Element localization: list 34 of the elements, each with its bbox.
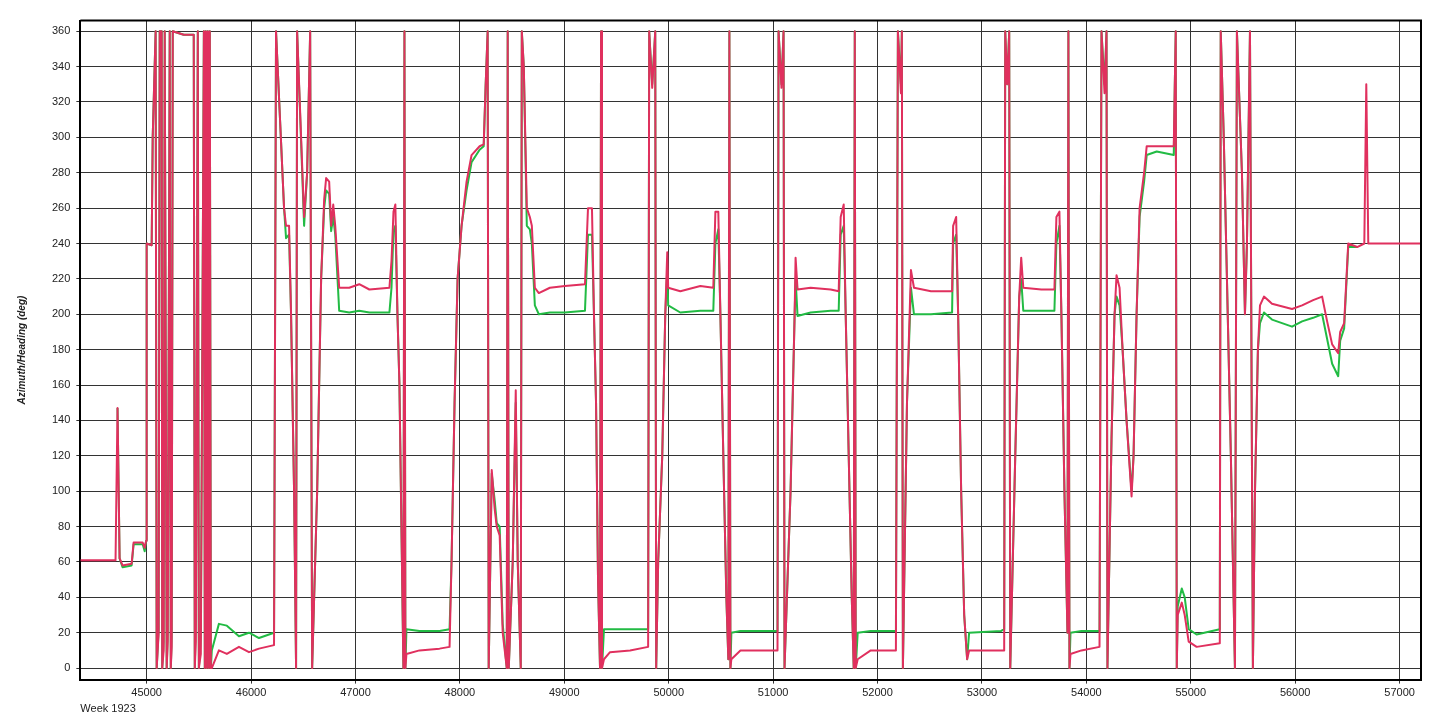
- y-tick-label: 260: [51, 201, 71, 214]
- y-tick-label: 40: [58, 590, 71, 603]
- y-tick-label: 140: [51, 413, 71, 426]
- y-tick-label: 0: [64, 661, 71, 674]
- x-tick-label: 56000: [1279, 686, 1311, 699]
- y-tick-label: 120: [51, 448, 71, 461]
- y-tick-label: 360: [51, 24, 71, 37]
- y-tick-label: 340: [51, 59, 71, 72]
- x-tick-label: 50000: [653, 686, 685, 699]
- x-tick-label: 47000: [340, 686, 371, 699]
- x-tick-label: 57000: [1384, 686, 1415, 699]
- y-tick-label: 280: [51, 165, 71, 178]
- y-tick-label: 100: [51, 484, 71, 497]
- x-tick-label: 48000: [444, 686, 476, 699]
- y-tick-label: 160: [51, 378, 71, 391]
- y-tick-label: 220: [51, 271, 71, 284]
- x-tick-label: 52000: [862, 686, 893, 699]
- x-tick-label: 55000: [1175, 686, 1207, 699]
- y-tick-label: 20: [58, 625, 71, 638]
- y-axis-title: Azimuth/Heading (deg): [15, 294, 27, 406]
- x-axis-title: Week 1923: [80, 702, 136, 715]
- x-tick-label: 46000: [235, 686, 267, 699]
- y-tick-label: 200: [51, 307, 71, 320]
- y-tick-label: 80: [58, 519, 71, 532]
- x-tick-label: 54000: [1071, 686, 1102, 699]
- y-tick-label: 300: [51, 130, 71, 143]
- y-tick-label: 60: [58, 554, 71, 567]
- x-tick-label: 49000: [549, 686, 580, 699]
- y-tick-label: 180: [51, 342, 71, 355]
- x-tick-label: 51000: [757, 686, 789, 699]
- y-tick-label: 240: [51, 236, 71, 249]
- x-tick-label: 53000: [966, 686, 998, 699]
- y-tick-label: 320: [51, 95, 71, 108]
- x-tick-label: 45000: [131, 686, 162, 699]
